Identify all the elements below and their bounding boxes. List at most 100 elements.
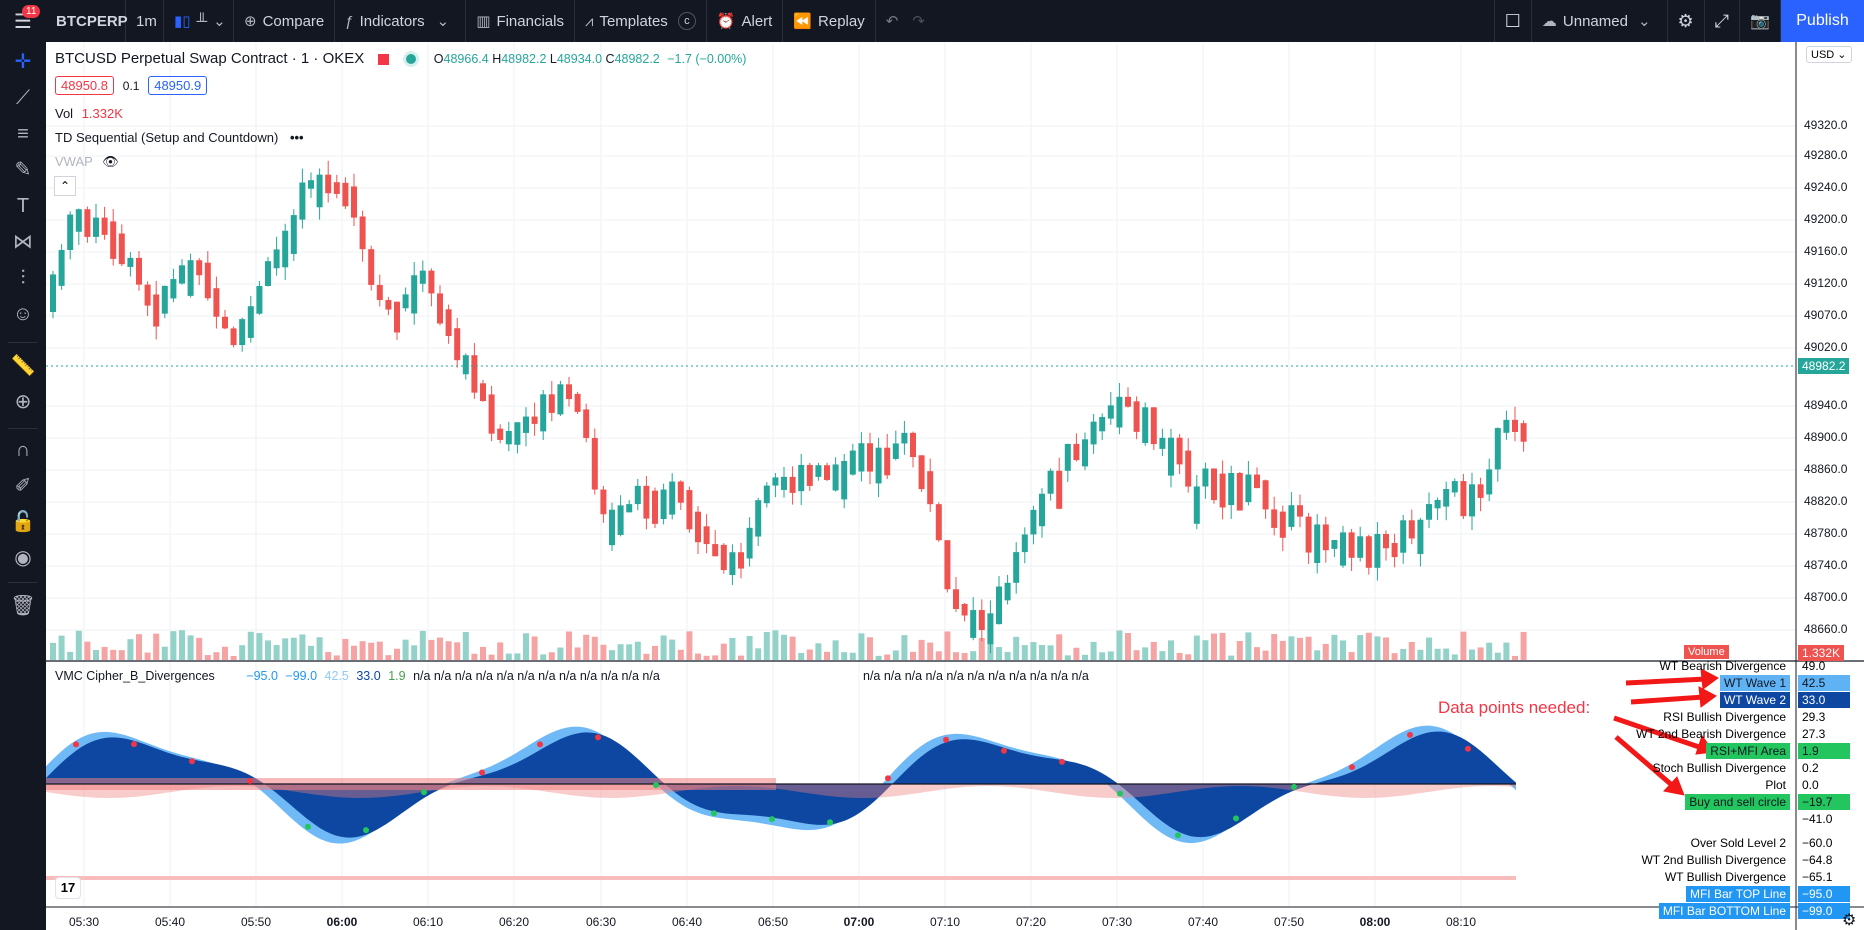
candle-body [514, 422, 521, 445]
indicator-label: RSI Bullish Divergence [1663, 710, 1786, 724]
crosshair-icon[interactable]: ✛ [14, 51, 32, 73]
volume-tag-value: 1.332K [1798, 645, 1845, 661]
market-status-icon [405, 54, 416, 65]
compare-button[interactable]: ⊕ Compare [234, 0, 336, 42]
fullscreen-button[interactable]: ⤢ [1705, 0, 1741, 42]
candle-body [144, 284, 151, 306]
candle-body [1279, 511, 1286, 538]
snapshot-button[interactable]: 📷 [1740, 0, 1781, 42]
trash-icon[interactable]: 🗑 [10, 595, 36, 617]
volume-bar [953, 652, 959, 660]
indicator-label: WT Wave 2 [1719, 692, 1790, 708]
volume-bar [394, 648, 400, 660]
chart-type-button[interactable]: ▮▯ ╨ ⌄ [164, 0, 234, 42]
replay-button[interactable]: ⏪ Replay [783, 0, 876, 42]
financials-button[interactable]: ▥ Financials [466, 0, 575, 42]
volume-bar [84, 641, 91, 660]
candle-body [1056, 470, 1063, 509]
chart-settings-gear-icon[interactable]: ⚙ [1842, 912, 1857, 929]
interval-button[interactable]: 1m [126, 0, 164, 42]
candle-body [1348, 532, 1355, 558]
tradingview-logo[interactable]: 17 [55, 877, 81, 899]
candle-body [316, 174, 323, 208]
settings-button[interactable]: ⚙ [1668, 0, 1705, 42]
volume-bar [247, 631, 254, 660]
sell-button[interactable]: 48950.8 [55, 76, 114, 95]
chart-canvas[interactable] [46, 42, 1864, 930]
layout-button[interactable]: ☁ Unnamed ⌄ [1532, 0, 1668, 42]
fib-icon[interactable]: ≡ [17, 123, 29, 145]
trend-line-icon[interactable]: ⟋ [16, 87, 30, 109]
menu-button[interactable]: ☰ 11 [0, 0, 46, 42]
candle-body [1357, 536, 1364, 558]
candle-body [325, 174, 332, 194]
candle-body [987, 613, 994, 645]
brush-icon[interactable]: ✎ [14, 159, 32, 181]
symbol-search-button[interactable]: BTCPERP [46, 0, 128, 42]
hidden-eye-icon[interactable]: 👁 [102, 154, 119, 169]
flag-icon[interactable] [378, 53, 390, 65]
templates-badge: c [677, 12, 696, 30]
chart-area[interactable]: BTCUSD Perpetual Swap Contract · 1 · OKE… [46, 42, 1864, 930]
candle-body [1030, 509, 1037, 535]
symbol-legend[interactable]: BTCUSD Perpetual Swap Contract · 1 · OKE… [55, 50, 746, 67]
volume-bar [1494, 652, 1501, 660]
text-icon[interactable]: T [16, 195, 30, 217]
indicator-value: 42.5 [1798, 675, 1850, 691]
candle-body [669, 481, 676, 515]
volume-bar [858, 633, 865, 660]
price-axis-label: 49240.0 [1804, 180, 1848, 194]
pattern-icon[interactable]: ⋈ [13, 231, 33, 253]
vwap-legend[interactable]: VWAP 👁 [55, 154, 119, 170]
candle-body [1486, 469, 1493, 495]
indicator-legend[interactable]: VMC Cipher_B_Divergences −95.0 −99.0 42.… [55, 669, 660, 683]
ruler-icon[interactable]: 📏 [10, 355, 36, 377]
candle-body [170, 279, 177, 299]
volume-bar [359, 641, 366, 660]
volume-bar [1202, 640, 1209, 660]
candle-body [437, 293, 443, 324]
volume-bar [634, 641, 641, 660]
publish-button[interactable]: Publish [1781, 0, 1864, 42]
candle-body [1082, 439, 1088, 467]
indicator-value: −41.0 [1802, 812, 1833, 826]
indicator-value: −99.0 [1798, 903, 1850, 919]
fullscreen-select-button[interactable]: ☐ [1493, 0, 1532, 42]
collapse-legend-button[interactable]: ⌃ [54, 176, 76, 196]
signal-dot [1465, 745, 1471, 752]
candle-body [892, 443, 899, 459]
candle-body [970, 610, 977, 638]
magnet-icon[interactable]: ∩ [15, 439, 31, 461]
currency-selector[interactable]: USD ⌄ [1806, 46, 1852, 63]
eye-icon[interactable]: ◉ [14, 547, 32, 569]
volume-bar [273, 645, 280, 660]
more-icon[interactable]: ••• [289, 130, 304, 145]
indicators-button[interactable]: ƒ Indicators ⌄ [335, 0, 467, 42]
templates-button[interactable]: ⩘ Templates c [575, 0, 707, 42]
volume-bar [789, 636, 796, 660]
td-sequential-legend[interactable]: TD Sequential (Setup and Countdown) ••• [55, 130, 304, 145]
alert-button[interactable]: ⏰ Alert [707, 0, 784, 42]
prediction-icon[interactable]: ⫶ [20, 267, 26, 289]
volume-bar [127, 639, 134, 660]
buy-button[interactable]: 48950.9 [148, 76, 208, 95]
volume-bar [566, 631, 572, 660]
indicator-label: MFI Bar BOTTOM Line [1658, 903, 1790, 919]
zoom-in-icon[interactable]: ⊕ [14, 391, 32, 413]
redo-icon[interactable]: ↷ [912, 13, 925, 30]
volume-bar [824, 651, 830, 660]
volume-bar [239, 645, 246, 660]
candle-body [566, 384, 572, 400]
candle-body [953, 589, 959, 609]
volume-bar [136, 634, 142, 660]
time-axis-label: 07:50 [1273, 915, 1305, 929]
lock-draw-icon[interactable]: ✐ [14, 475, 32, 497]
candle-body [1021, 534, 1028, 553]
volume-bar [1486, 642, 1493, 660]
lock-icon[interactable]: 🔓 [10, 511, 36, 533]
volume-legend[interactable]: Vol 1.332K [55, 106, 123, 121]
plus-circle-icon: ⊕ [244, 13, 257, 30]
emoji-icon[interactable]: ☺ [12, 303, 34, 325]
volume-bar [505, 653, 512, 660]
undo-button[interactable]: ↶ ↷ [876, 0, 935, 42]
